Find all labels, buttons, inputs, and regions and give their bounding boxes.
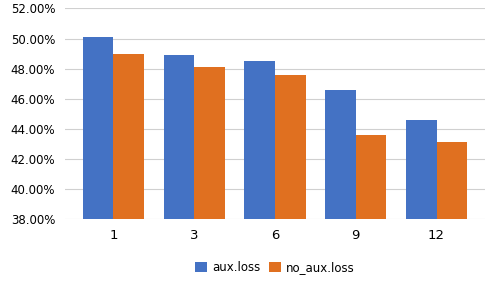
Bar [436, 142, 467, 281]
Bar [114, 54, 144, 281]
Bar [194, 67, 225, 281]
Bar [325, 90, 356, 281]
Bar [83, 37, 114, 281]
Legend: aux.loss, no_aux.loss: aux.loss, no_aux.loss [190, 257, 360, 279]
Bar [406, 120, 436, 281]
Bar [244, 61, 275, 281]
Bar [356, 135, 386, 281]
Bar [164, 55, 194, 281]
Bar [275, 75, 306, 281]
